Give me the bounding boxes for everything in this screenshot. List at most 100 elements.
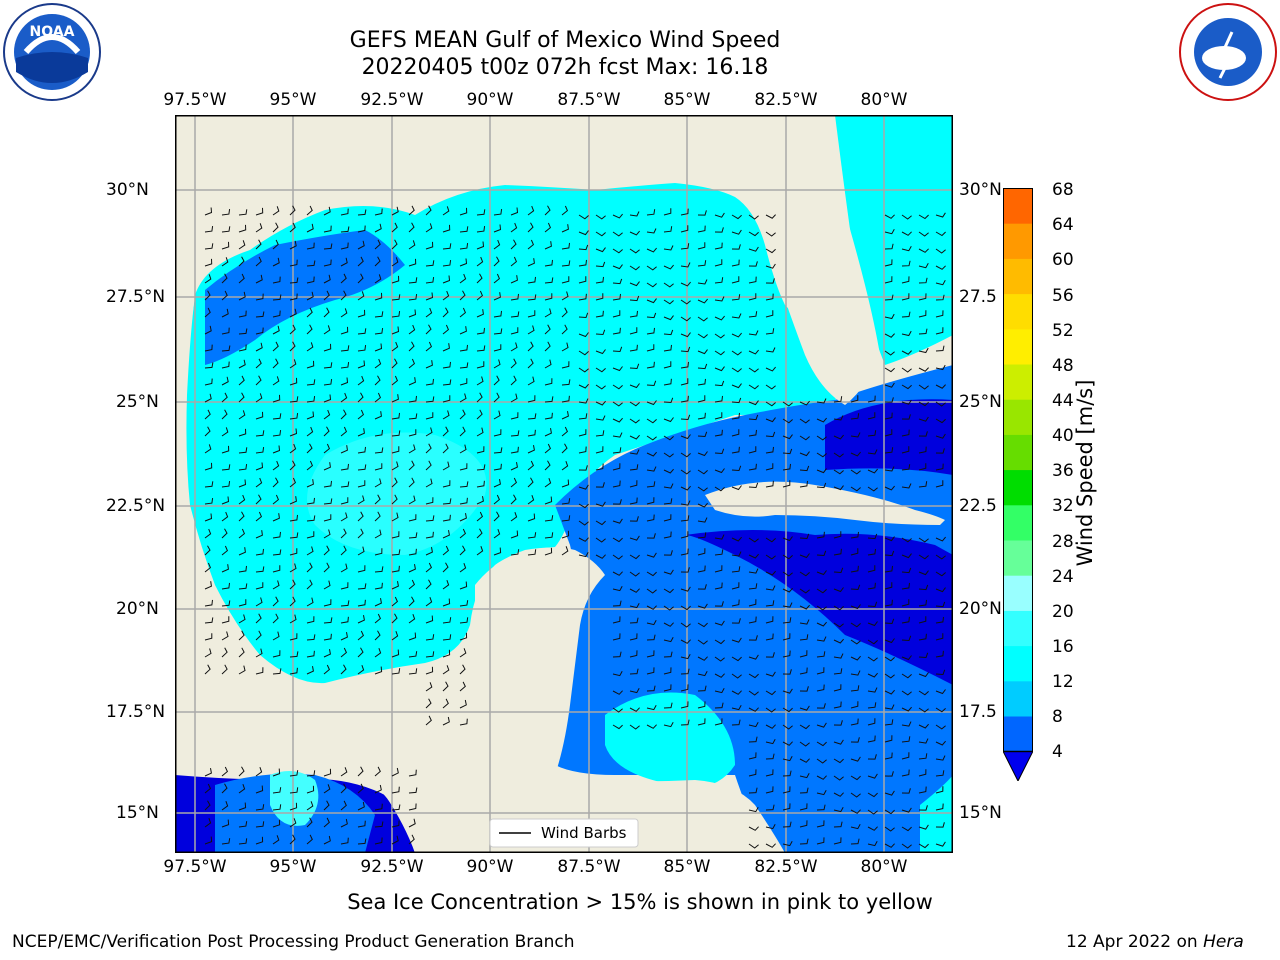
wind-barb	[391, 222, 398, 233]
wind-barb	[204, 648, 212, 658]
colorbar-tick: 24	[1052, 567, 1074, 587]
wind-barb	[527, 310, 536, 318]
wind-barb	[289, 240, 297, 250]
wind-barb	[374, 343, 383, 352]
wind-barb	[748, 446, 757, 454]
wind-barb	[765, 293, 774, 301]
wind-barb	[884, 638, 895, 644]
wind-barb	[408, 803, 417, 811]
wind-barb	[799, 758, 810, 763]
wind-barb	[629, 571, 640, 577]
wind-barb	[408, 240, 416, 250]
lat-label-left: 25°N	[116, 392, 159, 412]
wind-barb	[442, 598, 451, 607]
wind-barb	[425, 412, 434, 420]
wind-barb	[799, 820, 808, 828]
wind-barb	[255, 548, 264, 556]
wind-barb	[493, 547, 502, 556]
wind-barb	[391, 239, 398, 250]
wind-barb	[782, 707, 793, 713]
wind-barb	[816, 550, 827, 557]
wind-barb	[935, 480, 944, 488]
wind-barb	[289, 834, 296, 845]
wind-barb	[561, 461, 569, 471]
wind-barb	[408, 579, 416, 590]
wind-barb	[306, 834, 313, 845]
wind-barb	[867, 621, 878, 627]
wind-barb	[544, 515, 554, 522]
wind-barb	[765, 600, 775, 607]
wind-barb	[578, 503, 589, 509]
wind-barb	[884, 214, 895, 219]
wind-barb	[204, 409, 211, 420]
wind-barb	[323, 290, 330, 301]
wind-barb	[357, 599, 366, 607]
wind-barb	[901, 721, 912, 727]
wind-barb	[884, 333, 895, 338]
wind-barb	[901, 231, 912, 236]
wind-barb	[629, 497, 638, 505]
wind-barb	[833, 775, 844, 781]
wind-barb	[510, 327, 519, 335]
wind-barb	[663, 667, 672, 675]
wind-barb	[204, 325, 212, 335]
wind-barb	[646, 312, 657, 319]
wind-barb	[697, 363, 708, 370]
wind-barb	[391, 326, 400, 335]
wind-barb	[714, 259, 723, 267]
lat-label-right: 20°N	[959, 599, 1002, 619]
wind-barb	[289, 259, 298, 267]
wind-barb	[884, 689, 895, 695]
noaa-logo-text: NOAA	[30, 24, 75, 40]
wind-barb	[289, 532, 299, 539]
wind-barb	[289, 548, 298, 556]
lon-label-bottom: 97.5°W	[163, 857, 227, 877]
wind-barb	[425, 682, 433, 692]
wind-barb	[561, 515, 571, 522]
wind-barb	[714, 601, 724, 607]
lon-label-bottom: 82.5°W	[754, 857, 818, 877]
wind-barb	[595, 482, 605, 488]
lon-label-top: 95°W	[269, 90, 317, 110]
wind-barb	[612, 537, 623, 543]
wind-barb	[901, 367, 912, 373]
wind-barb	[629, 602, 640, 609]
wind-barb	[527, 429, 536, 437]
colorbar-frame	[1003, 188, 1033, 753]
wind-barb	[204, 528, 212, 539]
wind-barb	[408, 818, 416, 828]
wind-barb	[323, 379, 333, 386]
wind-barb	[765, 417, 776, 423]
wind-barb	[391, 461, 399, 471]
wind-barb	[901, 673, 912, 679]
wind-barb	[731, 690, 742, 695]
wind-barb	[765, 214, 776, 219]
wind-barb	[816, 684, 825, 692]
wind-barb	[646, 552, 657, 558]
wind-barb	[204, 545, 211, 556]
wind-barb	[272, 631, 280, 641]
wind-barb	[612, 690, 623, 695]
lon-label-bottom: 80°W	[860, 857, 908, 877]
wind-barb	[765, 366, 776, 372]
wind-barb	[799, 418, 810, 424]
wind-barb	[323, 768, 332, 777]
wind-barb	[289, 377, 298, 386]
wind-barb	[476, 480, 485, 488]
wind-barb	[867, 486, 878, 492]
wind-barb	[510, 358, 517, 369]
wind-barb	[561, 342, 569, 352]
wind-barb	[408, 564, 416, 573]
wind-barb	[850, 486, 861, 492]
wind-barb	[323, 259, 332, 267]
wind-barb	[918, 707, 929, 713]
wind-barb	[629, 281, 640, 287]
wind-barb	[204, 207, 213, 216]
wind-barb	[663, 397, 674, 404]
wind-barb	[374, 292, 383, 301]
colorbar-tick: 44	[1052, 391, 1074, 411]
wind-barb	[901, 214, 912, 220]
wind-barb	[238, 328, 248, 335]
wind-barb	[663, 468, 674, 474]
wind-barb	[918, 570, 929, 576]
